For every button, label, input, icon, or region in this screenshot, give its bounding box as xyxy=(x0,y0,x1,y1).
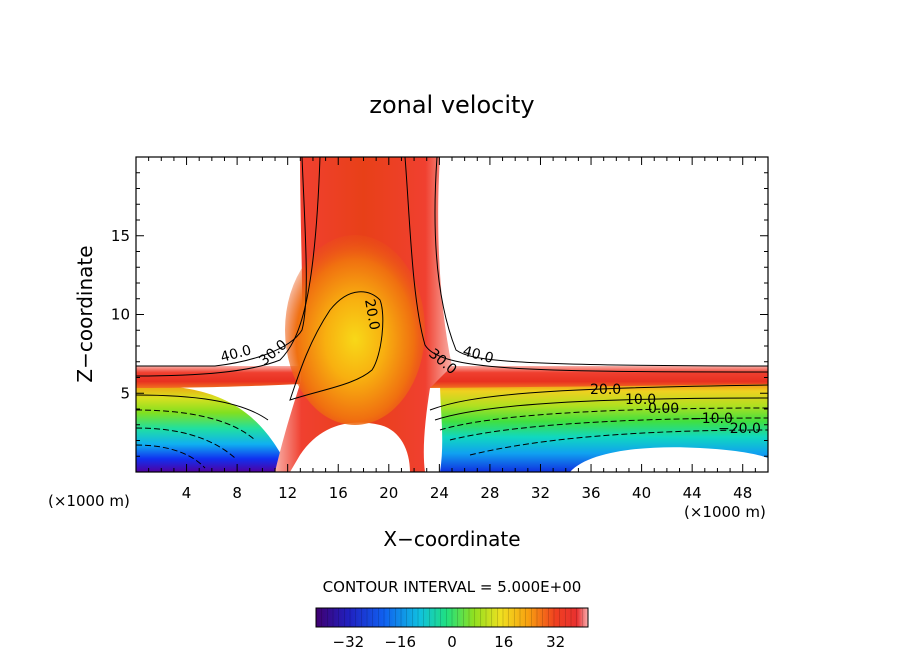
x-tick-label: 32 xyxy=(531,484,550,502)
x-tick-label: 40 xyxy=(632,484,651,502)
x-tick-label: 28 xyxy=(480,484,499,502)
region-jet-band xyxy=(136,366,300,388)
velocity-field: 40.0 30.0 20.0 30.0 40.0 20.0 10.0 0.00 … xyxy=(136,157,768,472)
x-tick-label: 20 xyxy=(379,484,398,502)
chart-title: zonal velocity xyxy=(369,91,534,119)
colorbar-tick-label: 0 xyxy=(447,633,457,651)
region-gap xyxy=(300,432,405,472)
contour-40-right xyxy=(434,157,768,367)
contour-label: 40.0 xyxy=(461,343,495,367)
contour-20-right xyxy=(429,384,768,411)
region-gap-right xyxy=(570,447,768,472)
x-tick-label: 48 xyxy=(733,484,752,502)
contour-0-right xyxy=(439,407,768,431)
x-tick-label: 8 xyxy=(232,484,242,502)
x-tick-label: 36 xyxy=(581,484,600,502)
colorbar-stripes xyxy=(321,608,583,627)
contour-interval: CONTOUR INTERVAL = 5.000E+00 xyxy=(323,578,582,596)
colorbar-gradient xyxy=(316,608,588,627)
colorbar-tick-label: 16 xyxy=(494,633,513,651)
x-axis-unit-left: (×1000 m) xyxy=(48,492,130,510)
y-axis: 5 10 15 xyxy=(111,172,768,457)
contour-label: 20.0 xyxy=(590,382,621,398)
contour-40-left xyxy=(136,157,307,367)
contour-10-right xyxy=(434,397,768,421)
contour-20 xyxy=(289,291,384,401)
contour-30-left xyxy=(136,157,321,377)
x-axis-unit-right: (×1000 m) xyxy=(684,503,766,521)
x-tick-label: 44 xyxy=(683,484,702,502)
x-tick-label: 4 xyxy=(182,484,192,502)
contour-label: 10.0 xyxy=(625,392,656,408)
colorbar-tick-label: −32 xyxy=(333,633,365,651)
contour-neg20-right xyxy=(469,429,768,456)
y-axis-label: Z−coordinate xyxy=(73,245,97,382)
x-tick-label: 12 xyxy=(278,484,297,502)
x-axis-label: X−coordinate xyxy=(383,527,520,551)
contour-neg10-right xyxy=(449,417,768,441)
contour-0-left xyxy=(136,409,256,441)
contour-neg10-left xyxy=(136,427,236,459)
colorbar-frame xyxy=(315,607,589,628)
region-core xyxy=(285,235,425,425)
colorbar-tick-label: −16 xyxy=(384,633,416,651)
contour-label: −20.0 xyxy=(718,421,761,437)
y-tick-label: 10 xyxy=(111,306,130,324)
colorbar-ticks: −32 −16 0 16 32 xyxy=(333,633,566,651)
contour-lines xyxy=(136,157,768,469)
contour-label: 20.0 xyxy=(361,298,382,331)
contour-label: −10.0 xyxy=(690,411,733,427)
contour-neg20-left xyxy=(136,444,206,469)
x-tick-label: 16 xyxy=(329,484,348,502)
y-tick-label: 5 xyxy=(120,384,130,402)
x-axis: 4 8 12 16 20 24 28 32 36 40 44 48 xyxy=(148,157,756,502)
colorbar: −32 −16 0 16 32 xyxy=(315,607,589,651)
contour-label: 0.00 xyxy=(648,401,679,417)
colorbar-tick-label: 32 xyxy=(546,633,565,651)
contour-10-left xyxy=(136,394,269,421)
contour-30-right xyxy=(404,157,768,373)
x-tick-label: 24 xyxy=(430,484,449,502)
y-tick-label: 15 xyxy=(111,227,130,245)
contour-label: 40.0 xyxy=(219,342,253,366)
